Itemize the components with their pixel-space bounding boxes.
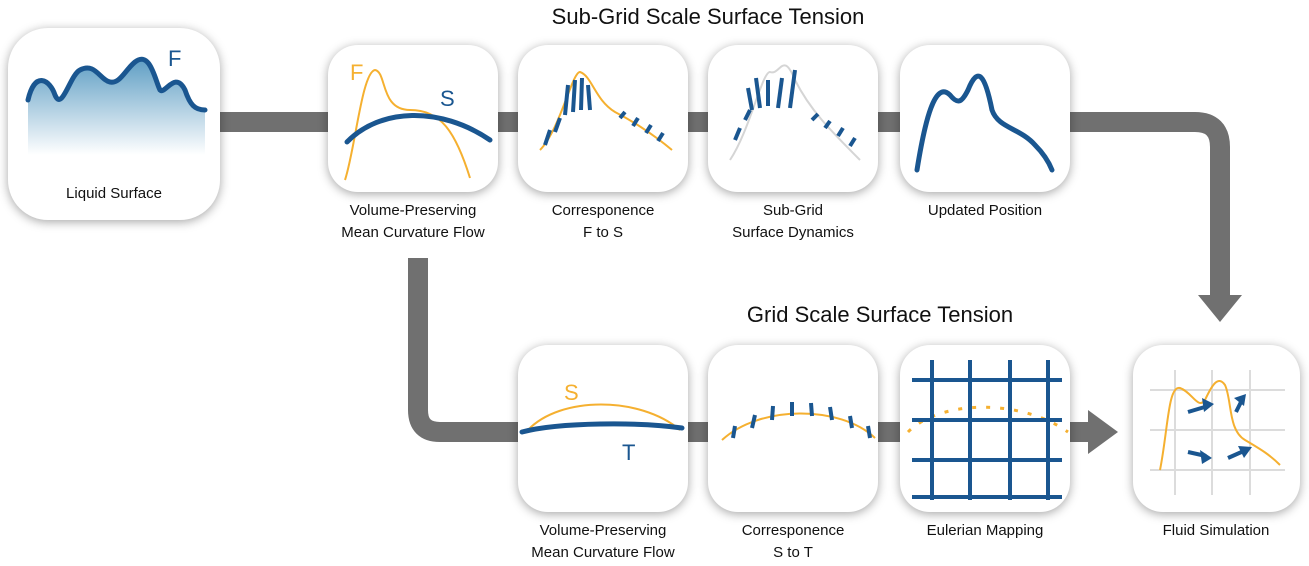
curve-label: T [622, 440, 635, 465]
label-line: F to S [583, 224, 623, 241]
node-fluid-sim: Fluid Simulation [1133, 345, 1300, 539]
node-eulerian: Eulerian Mapping [900, 345, 1070, 539]
node-label: Volume-Preserving Mean Curvature Flow [531, 522, 675, 561]
label-line: Corresponence [552, 202, 655, 219]
node-label: Sub-Grid Surface Dynamics [732, 202, 854, 241]
node-updated-position: Updated Position [900, 45, 1070, 219]
node-mcf-bottom: S T Volume-Preserving Mean Curvature Flow [518, 345, 688, 561]
label-line: Mean Curvature Flow [341, 224, 485, 241]
curve-label: S [440, 86, 455, 111]
node-label: Volume-Preserving Mean Curvature Flow [341, 202, 485, 241]
curve-label: F [350, 60, 363, 85]
label-line: Corresponence [742, 522, 845, 539]
curve-label: F [168, 46, 181, 71]
curve-label: S [564, 380, 579, 405]
node-mcf-top: F S Volume-Preserving Mean Curvature Flow [328, 45, 498, 241]
diagram: Sub-Grid Scale Surface Tension Grid Scal… [0, 0, 1309, 566]
label-line: Sub-Grid [763, 202, 823, 219]
label-line: Surface Dynamics [732, 224, 854, 241]
node-corr-st: Corresponence S to T [708, 345, 878, 561]
label-line: S to T [773, 544, 813, 561]
section-title: Grid Scale Surface Tension [747, 302, 1013, 327]
node-label: Updated Position [928, 202, 1042, 219]
section-title: Sub-Grid Scale Surface Tension [552, 4, 865, 29]
node-label: Fluid Simulation [1163, 522, 1270, 539]
label-line: Volume-Preserving [350, 202, 477, 219]
node-label: Corresponence F to S [552, 202, 655, 241]
label-line: Volume-Preserving [540, 522, 667, 539]
node-corr-fs: Corresponence F to S [518, 45, 688, 241]
node-liquid-surface: F Liquid Surface [8, 28, 220, 220]
node-subgrid-dynamics: Sub-Grid Surface Dynamics [708, 45, 878, 241]
node-label: Eulerian Mapping [927, 522, 1044, 539]
node-label: Liquid Surface [66, 185, 162, 202]
node-label: Corresponence S to T [742, 522, 845, 561]
label-line: Mean Curvature Flow [531, 544, 675, 561]
